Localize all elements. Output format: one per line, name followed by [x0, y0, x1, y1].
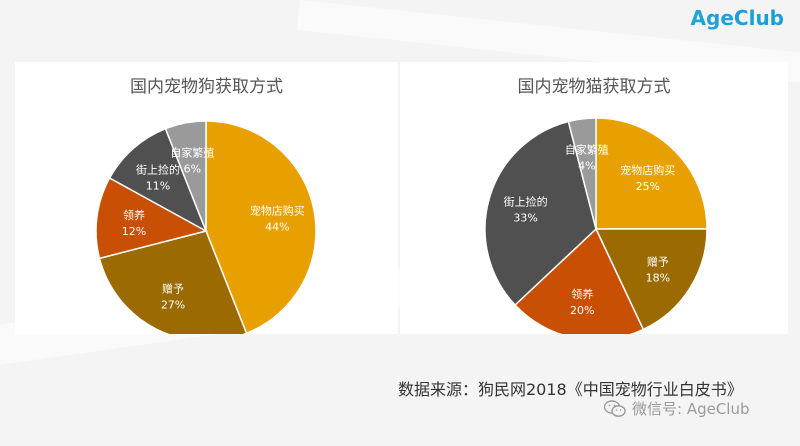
ageclub-logo: AgeClub [690, 6, 784, 30]
pie-slice-1 [594, 228, 708, 331]
slice-value-label: 33% [513, 212, 537, 225]
slice-label: 赠予 [162, 282, 184, 296]
slice-label: 宠物店购买 [620, 163, 675, 177]
pie-slice-1 [98, 230, 248, 334]
pie-slice-0 [205, 120, 317, 334]
slice-value-label: 12% [122, 225, 146, 238]
cat-pie-chart: 宠物店购买 25% 赠予 18% 领养 20% 街上捡的 33% 自家繁殖 4% [484, 117, 708, 334]
slice-label: 赠予 [647, 254, 669, 268]
data-source-note: 数据来源：狗民网2018《中国宠物行业白皮书》 [398, 380, 743, 399]
slice-value-label: 44% [265, 220, 289, 233]
slice-value-label: 6% [184, 163, 201, 176]
pie-slice-3 [484, 120, 597, 307]
dog-chart-title: 国内宠物狗获取方式 [130, 77, 283, 97]
pie-slice-0 [595, 117, 708, 230]
slice-label: 领养 [123, 208, 145, 222]
slice-label: 自家繁殖 [565, 142, 609, 156]
pie-slice-2 [514, 227, 645, 334]
slice-value-label: 18% [646, 271, 670, 284]
wechat-id: 微信号: AgeClub [604, 398, 750, 419]
cat-chart-title: 国内宠物猫获取方式 [517, 77, 671, 97]
slice-value-label: 25% [636, 180, 660, 193]
slice-label: 街上捡的 [136, 163, 180, 177]
slice-label: 街上捡的 [504, 195, 548, 209]
pie-slice-2 [95, 176, 209, 260]
slice-label: 宠物店购买 [250, 203, 305, 217]
slice-value-label: 11% [146, 180, 170, 193]
slice-label: 领养 [571, 287, 593, 301]
slice-value-label: 4% [578, 159, 595, 172]
dog-pie-chart: 宠物店购买 44% 赠予 27% 领养 12% 街上捡的 11% 自家繁殖 6% [95, 120, 317, 334]
wechat-id-text: 微信号: AgeClub [632, 400, 750, 418]
pie-slice-4 [164, 120, 207, 232]
wechat-icon [604, 399, 626, 417]
slice-label: 自家繁殖 [170, 146, 214, 160]
pie-slice-4 [567, 117, 597, 230]
cat-chart-panel: 国内宠物猫获取方式 宠物店购买 25% 赠予 18% 领养 20% 街上捡的 33% 自家繁殖 4… [400, 62, 788, 334]
pie-slice-3 [108, 127, 208, 233]
slice-value-label: 20% [570, 304, 594, 317]
slice-value-label: 27% [161, 299, 185, 312]
dog-chart-panel: 国内宠物狗获取方式 宠物店购买 44% 赠予 27% 领养 12% 街上捡的 11% 自家繁殖 6… [15, 62, 398, 334]
